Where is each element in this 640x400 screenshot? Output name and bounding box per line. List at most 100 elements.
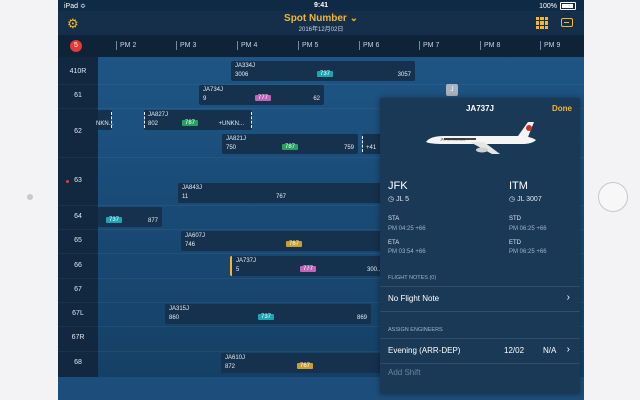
spot-label: 62 — [74, 128, 82, 135]
spot-label: 66 — [74, 262, 82, 269]
flight-bar[interactable]: 737 877 — [98, 207, 162, 227]
departure-flight: 3057 — [397, 72, 411, 78]
done-button[interactable]: Done — [552, 104, 572, 113]
destination-airport: ITM — [509, 180, 528, 192]
clock: 9:41 — [313, 2, 328, 9]
battery-icon — [560, 2, 576, 10]
std-value: PM 06:25 +66 — [509, 226, 547, 232]
flight-bar[interactable]: JA607J 746 767 — [181, 231, 382, 251]
row-divider — [58, 229, 584, 230]
aircraft-reg: JA315J — [169, 306, 190, 312]
alert-badge[interactable]: 5 — [70, 40, 82, 52]
carrier-wifi: iPad ≎ — [64, 3, 86, 10]
grid-view-icon[interactable] — [536, 17, 548, 29]
gear-icon[interactable]: ⚙ — [67, 16, 79, 31]
flight-bar[interactable]: JA334J 3006 737 3057 — [231, 61, 415, 81]
page-date: 2016年12月02日 — [298, 27, 344, 33]
shift-date: 12/02 — [504, 346, 525, 355]
add-shift-button[interactable]: Add Shift — [388, 368, 421, 377]
popover-title: JA737J — [465, 104, 495, 113]
row-divider — [58, 278, 584, 279]
flight-bar[interactable]: JA315J 860 737 869 — [165, 304, 371, 324]
spot-label: 67L — [72, 310, 84, 317]
aircraft-type-badge: 737 — [317, 71, 334, 77]
departure-flight: +UNKN... — [218, 121, 244, 127]
spot-label: 410R — [69, 68, 87, 75]
spot-label: 63 — [74, 177, 82, 184]
aircraft-marker[interactable]: J — [446, 84, 458, 96]
spot-label: 67 — [74, 286, 82, 293]
aircraft-type: 767 — [276, 194, 287, 200]
arrival-flight: 746 — [185, 242, 196, 248]
departure-flight: 869 — [356, 315, 367, 321]
destination-flight-number: JL 3007 — [517, 196, 542, 203]
spot-label: 61 — [74, 92, 82, 99]
time-tick: PM 6 — [359, 41, 379, 50]
departure-flight: 62 — [313, 96, 320, 102]
status-bar: iPad ≎ 9:41 100% — [58, 0, 584, 11]
aircraft-reg: JA843J — [182, 185, 203, 191]
time-tick: PM 2 — [116, 41, 136, 50]
row-divider — [58, 326, 584, 327]
page-title[interactable]: Spot Number ⌄ — [284, 13, 358, 24]
aircraft-reg: JA821J — [226, 136, 247, 142]
flight-bar[interactable]: JA827J 802 787 +UNKN... — [144, 110, 252, 130]
time-tick: PM 8 — [480, 41, 500, 50]
row-divider — [58, 205, 584, 206]
aircraft-type-badge: 787 — [282, 144, 299, 150]
sta-value: PM 04:25 +66 — [388, 226, 426, 232]
departure-flight: +41 — [366, 145, 377, 151]
drag-handle[interactable] — [362, 136, 363, 152]
shift-name: Evening (ARR-DEP) — [388, 346, 461, 355]
arrival-flight: 860 — [169, 315, 180, 321]
row-divider — [58, 302, 584, 303]
drag-handle[interactable] — [111, 112, 112, 128]
time-tick: PM 3 — [176, 41, 196, 50]
chevron-right-icon: › — [566, 344, 570, 355]
assign-engineers-header: ASSIGN ENGINEERS — [388, 327, 443, 333]
flight-bar-selected[interactable]: JA737J 5 777 300... — [230, 256, 384, 276]
flight-bar[interactable]: JA843J 11 767 — [178, 183, 382, 203]
aircraft-type-badge: 777 — [255, 95, 272, 101]
shift-row[interactable]: Evening (ARR-DEP) 12/02 N/A › — [380, 338, 580, 364]
aircraft-reg: JA734J — [203, 87, 224, 93]
departure-flight: 300... — [366, 267, 382, 273]
aircraft-type-badge: 787 — [182, 120, 199, 126]
flight-bar-partial[interactable]: NKN... — [96, 110, 114, 130]
flight-notes-header: FLIGHT NOTES (0) — [388, 275, 437, 281]
row-divider — [58, 351, 584, 352]
time-tick: PM 5 — [298, 41, 318, 50]
battery-status: 100% — [539, 2, 576, 10]
home-button[interactable] — [598, 182, 628, 212]
flight-note-row[interactable]: No Flight Note › — [380, 286, 580, 312]
flight-bar[interactable]: JA734J 9 777 62 — [199, 85, 324, 105]
flight-bar-partial[interactable]: +41 — [362, 134, 382, 154]
etd-label: ETD — [509, 240, 521, 246]
eta-label: ETA — [388, 240, 400, 246]
spot-label: 68 — [74, 359, 82, 366]
spot-label: 67R — [71, 334, 85, 341]
flight-bar[interactable]: JA610J 872 767 — [221, 353, 382, 373]
aircraft-reg: JA334J — [235, 63, 256, 69]
arrival-flight: 3006 — [235, 72, 249, 78]
aircraft-type-badge: 777 — [300, 266, 317, 272]
departure-flight: 877 — [147, 218, 158, 224]
drag-handle[interactable] — [251, 112, 252, 128]
time-axis: 5 PM 2 PM 3 PM 4 PM 5 PM 6 PM 7 PM 8 PM … — [58, 35, 584, 58]
time-tick: PM 7 — [419, 41, 439, 50]
drag-handle[interactable] — [144, 112, 145, 128]
aircraft-reg: JA737J — [236, 258, 257, 264]
aircraft-type-badge: 737 — [258, 314, 275, 320]
aircraft-type-badge: 737 — [106, 217, 123, 223]
aircraft-reg: JA827J — [148, 112, 169, 118]
arrival-flight: 750 — [226, 145, 237, 151]
message-icon[interactable] — [561, 18, 573, 27]
std-label: STD — [509, 216, 521, 222]
flight-bar[interactable]: JA821J 750 787 759 — [222, 134, 358, 154]
spot-label-column: 410R 61 62 63 64 65 66 67 67L 67R 68 — [58, 57, 98, 377]
spot-label: 64 — [74, 213, 82, 220]
shift-engineer: N/A — [543, 346, 557, 355]
status-dot — [66, 180, 69, 183]
origin-flight-number: JL 5 — [396, 196, 410, 203]
